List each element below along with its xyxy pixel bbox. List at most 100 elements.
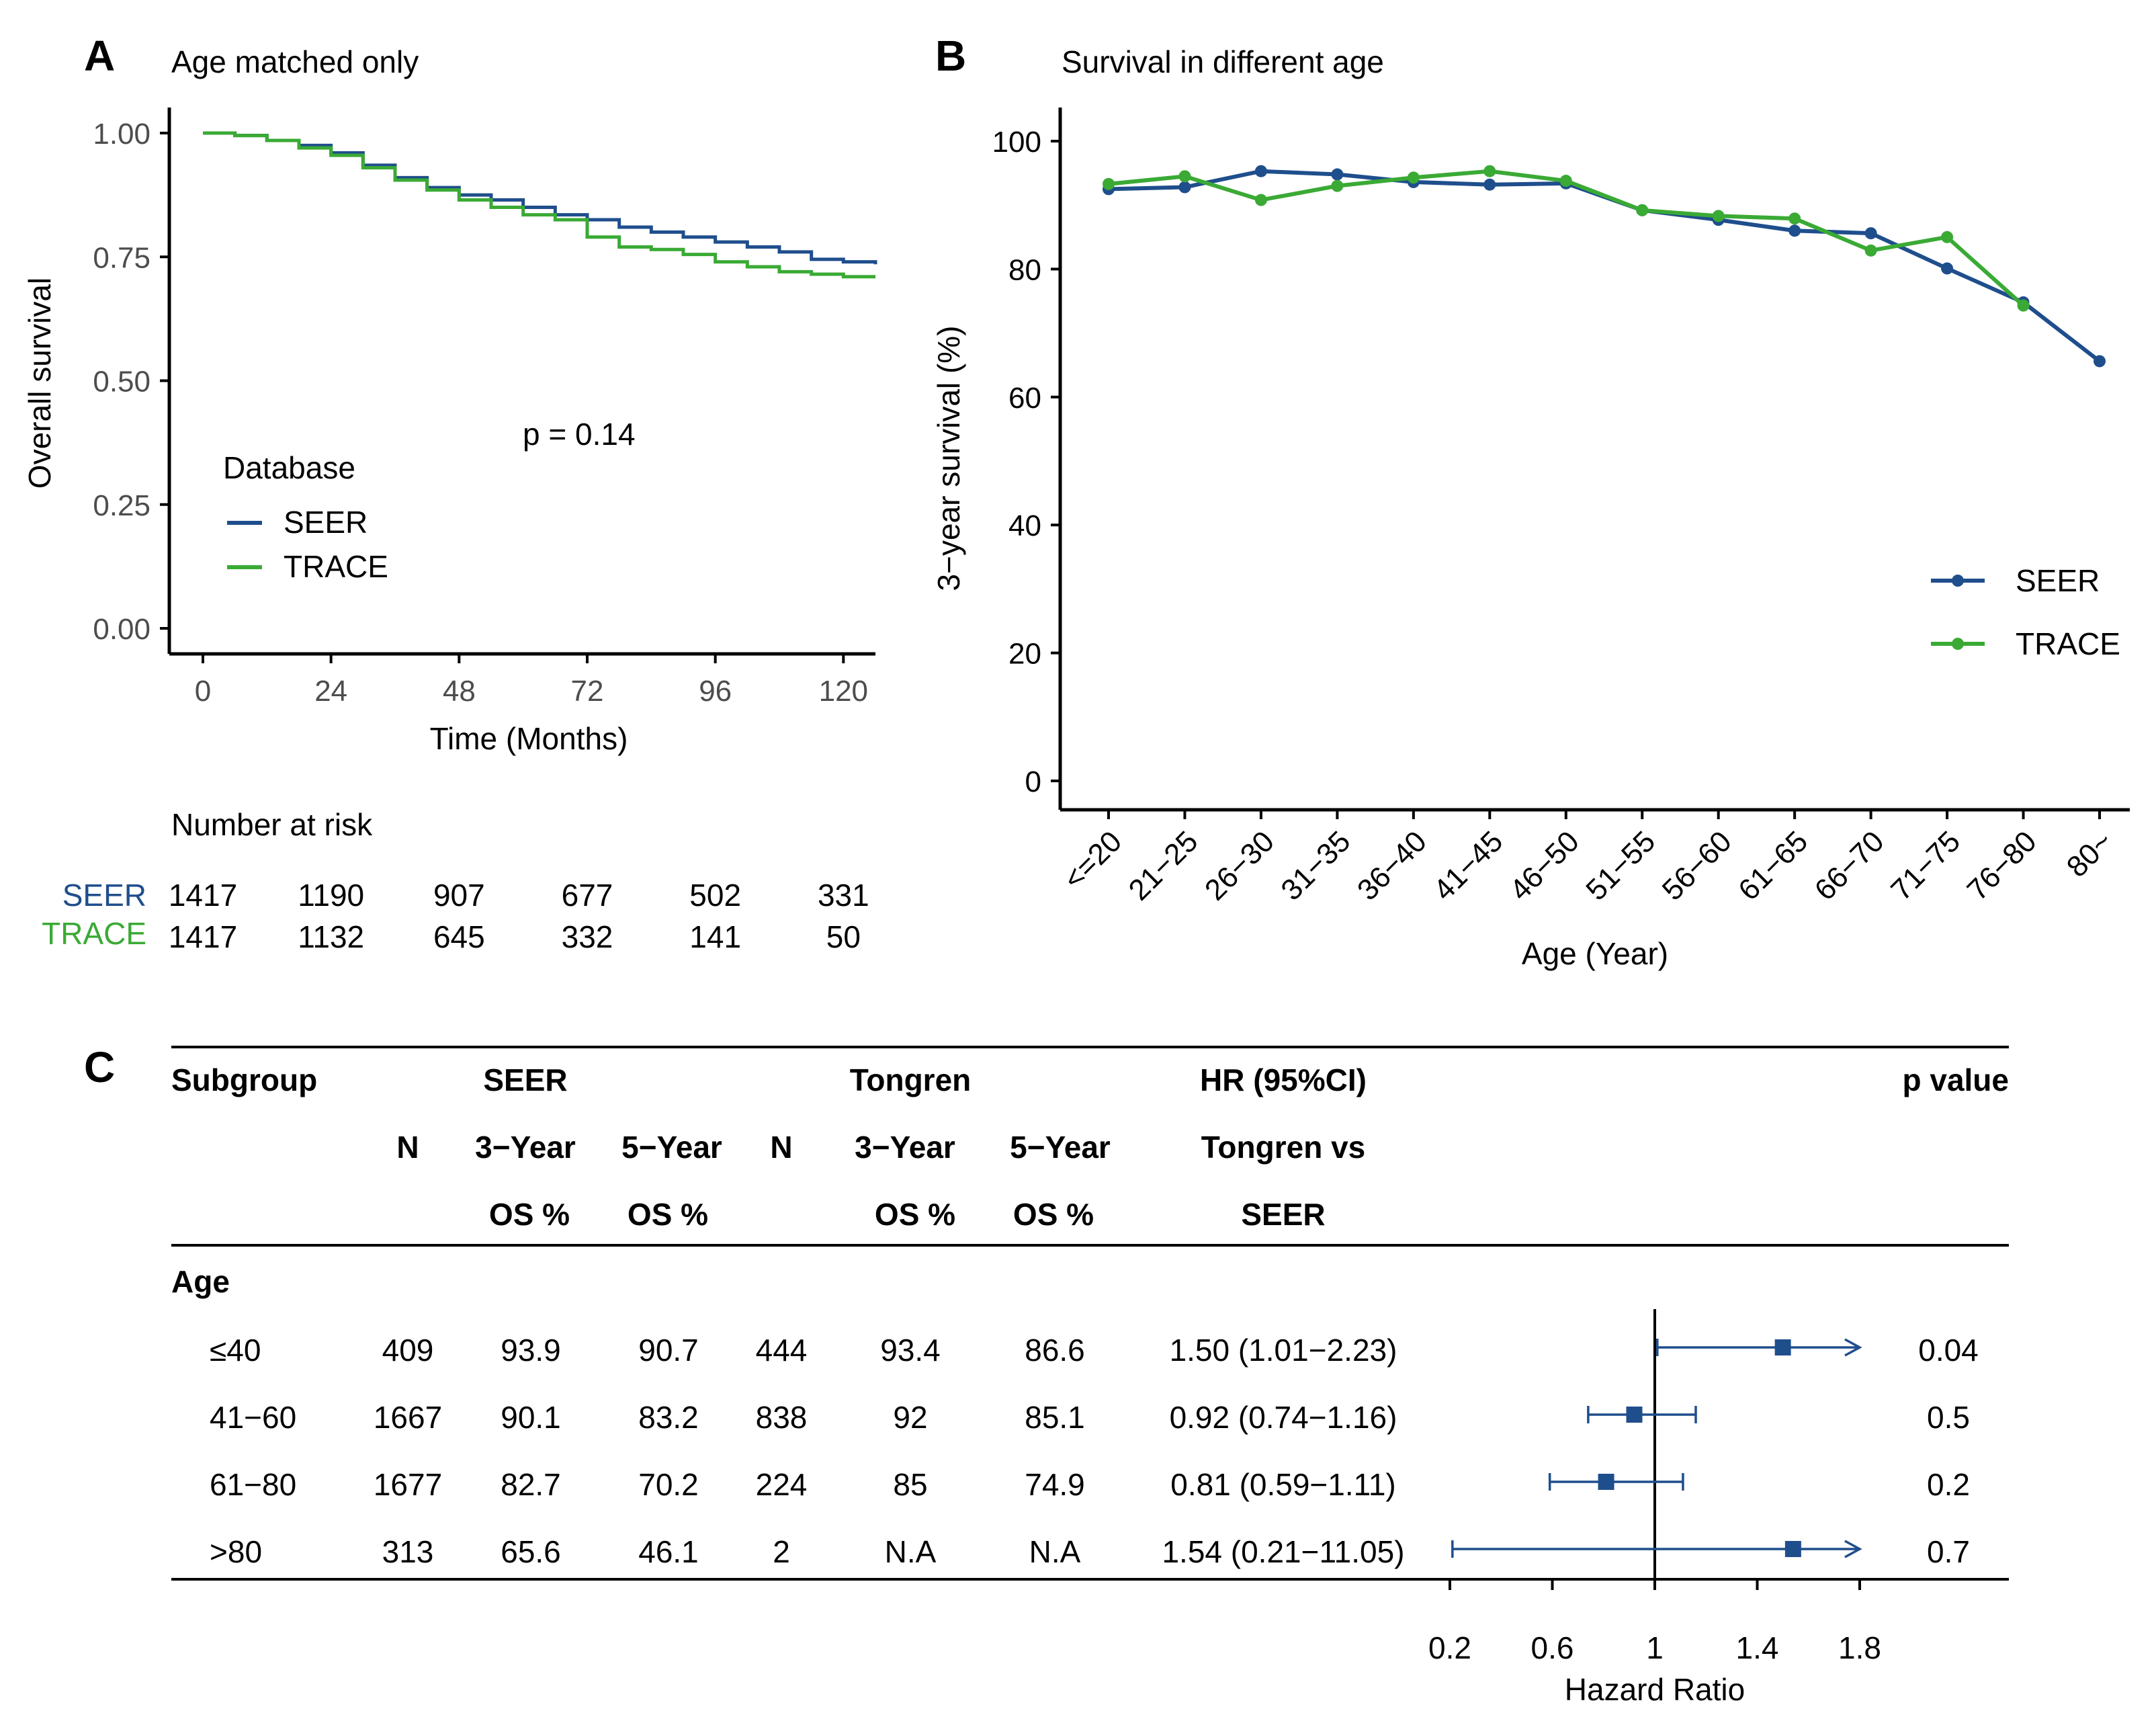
header-tongren-5yr-os: OS % [1013, 1197, 1094, 1232]
cell-t5: 74.9 [1025, 1467, 1085, 1502]
point-seer [1483, 178, 1496, 191]
risk-value-seer: 677 [562, 878, 613, 913]
point-seer [1254, 165, 1267, 177]
risk-value-seer: 1190 [298, 878, 364, 913]
header-seer: SEER [483, 1062, 567, 1097]
panel-b-y-ticks: 0 20 40 60 80 100 [992, 126, 1060, 798]
cell-n_tongren: 444 [756, 1333, 808, 1368]
header-hr-line2: Tongren vs [1201, 1130, 1366, 1165]
risk-value-seer: 331 [818, 878, 869, 913]
panel-a-title: Age matched only [171, 44, 419, 79]
cell-seer5: 83.2 [638, 1400, 699, 1435]
panel-c-letter: C [84, 1043, 115, 1091]
risk-value-trace: 332 [562, 919, 613, 954]
cell-hr_text: 1.50 (1.01−2.23) [1170, 1333, 1397, 1368]
panel-b-title: Survival in different age [1062, 44, 1384, 79]
b-y-tick-label: 0 [1025, 765, 1041, 798]
forest-plot: 0.2 0.6 1 1.4 1.8 [1428, 1309, 1881, 1665]
risk-value-trace: 141 [689, 919, 741, 954]
cell-n_seer: 409 [382, 1333, 434, 1368]
cell-seer3: 65.6 [501, 1534, 561, 1569]
forest-tick-label: 1.8 [1838, 1630, 1881, 1665]
table-body: ≤40 409 93.9 90.7 444 93.4 86.6 1.50 (1.01−2.23… [210, 1333, 1979, 1569]
a-y-tick-label: 0.25 [93, 489, 150, 522]
b-x-tick-label: 46−50 [1504, 825, 1586, 907]
cell-t3: 93.4 [880, 1333, 941, 1368]
risk-value-trace: 645 [433, 919, 485, 954]
a-y-tick-label: 0.75 [93, 241, 150, 274]
panel-a-x-label: Time (Months) [430, 721, 628, 756]
header-seer-3yr: 3−Year [475, 1130, 576, 1165]
cell-t3: N.A [885, 1534, 937, 1569]
a-x-tick-label: 72 [571, 675, 604, 708]
header-seer-3yr-os: OS % [489, 1197, 570, 1232]
cell-n_seer: 313 [382, 1534, 434, 1569]
panel-a-x-ticks: 0 24 48 72 96 120 [195, 654, 868, 708]
panel-a-y-label: Overall survival [22, 278, 57, 489]
hr-point [1598, 1474, 1614, 1490]
cell-seer3: 82.7 [501, 1467, 561, 1502]
header-seer-5yr-os: OS % [628, 1197, 708, 1232]
forest-tick-label: 0.2 [1428, 1630, 1471, 1665]
point-trace [1178, 170, 1191, 183]
hr-point [1784, 1541, 1801, 1557]
header-hr: HR (95%CI) [1200, 1062, 1367, 1097]
cell-hr_text: 0.92 (0.74−1.16) [1170, 1400, 1397, 1435]
panel-a-p-value: p = 0.14 [523, 417, 636, 452]
point-trace [1331, 179, 1344, 192]
point-seer [1941, 262, 1954, 275]
cell-p: 0.04 [1918, 1333, 1979, 1368]
risk-table-title: Number at risk [171, 807, 373, 842]
b-y-tick-label: 80 [1008, 253, 1041, 286]
b-x-tick-label: 80~ [2061, 825, 2119, 883]
b-x-tick-label: 61−65 [1732, 825, 1814, 907]
panel-b-lines [1103, 165, 2106, 368]
panel-b-x-label: Age (Year) [1522, 936, 1668, 971]
cell-t5: 86.6 [1025, 1333, 1085, 1368]
forest-x-label: Hazard Ratio [1565, 1672, 1745, 1707]
forest-tick-label: 1 [1646, 1630, 1664, 1665]
b-x-tick-label: 26−30 [1199, 825, 1281, 907]
cell-n_tongren: 224 [756, 1467, 808, 1502]
table-header: Subgroup SEER Tongren HR (95%CI) p value… [171, 1062, 2009, 1299]
risk-value-trace: 1132 [298, 919, 364, 954]
cell-seer3: 90.1 [501, 1400, 561, 1435]
a-y-tick-label: 0.50 [93, 366, 150, 399]
a-x-tick-label: 0 [195, 675, 211, 708]
hr-point [1626, 1407, 1643, 1423]
risk-value-trace: 1417 [169, 919, 237, 954]
cell-seer3: 93.9 [501, 1333, 561, 1368]
cell-n_tongren: 2 [773, 1534, 790, 1569]
ci-arrow-right [1844, 1540, 1862, 1558]
point-seer [1788, 224, 1801, 237]
panel-b-y-label: 3−year survival (%) [931, 326, 966, 591]
cell-seer5: 90.7 [638, 1333, 699, 1368]
point-trace [1407, 171, 1420, 184]
panel-b-letter: B [935, 32, 966, 80]
b-x-tick-label: <=20 [1057, 825, 1128, 896]
b-x-tick-label: 41−45 [1427, 825, 1509, 907]
point-trace [1941, 231, 1954, 243]
point-seer [1864, 227, 1877, 240]
risk-label-seer: SEER [62, 878, 146, 913]
cell-hr_text: 1.54 (0.21−11.05) [1162, 1534, 1404, 1569]
point-trace [1103, 177, 1115, 190]
panel-a-legend-title: Database [223, 450, 355, 485]
cell-n_tongren: 838 [756, 1400, 808, 1435]
risk-value-seer: 907 [433, 878, 485, 913]
cell-t5: N.A [1029, 1534, 1081, 1569]
legend-b-seer-label: SEER [2016, 563, 2100, 598]
point-trace [1712, 210, 1725, 222]
header-hr-line3: SEER [1241, 1197, 1325, 1232]
forest-tick-label: 0.6 [1531, 1630, 1574, 1665]
cell-label: 41−60 [210, 1400, 296, 1435]
header-tongren: Tongren [850, 1062, 972, 1097]
header-n-seer: N [396, 1130, 419, 1165]
cell-t3: 92 [893, 1400, 927, 1435]
b-x-tick-label: 51−55 [1580, 825, 1662, 907]
panel-a: A Age matched only 0.000.250.500.751.00 … [22, 32, 877, 954]
legend-b-seer-marker [1952, 575, 1964, 587]
km-curve-trace [203, 131, 875, 279]
a-y-tick-label: 1.00 [93, 118, 150, 151]
b-x-tick-label: 66−70 [1809, 825, 1891, 907]
